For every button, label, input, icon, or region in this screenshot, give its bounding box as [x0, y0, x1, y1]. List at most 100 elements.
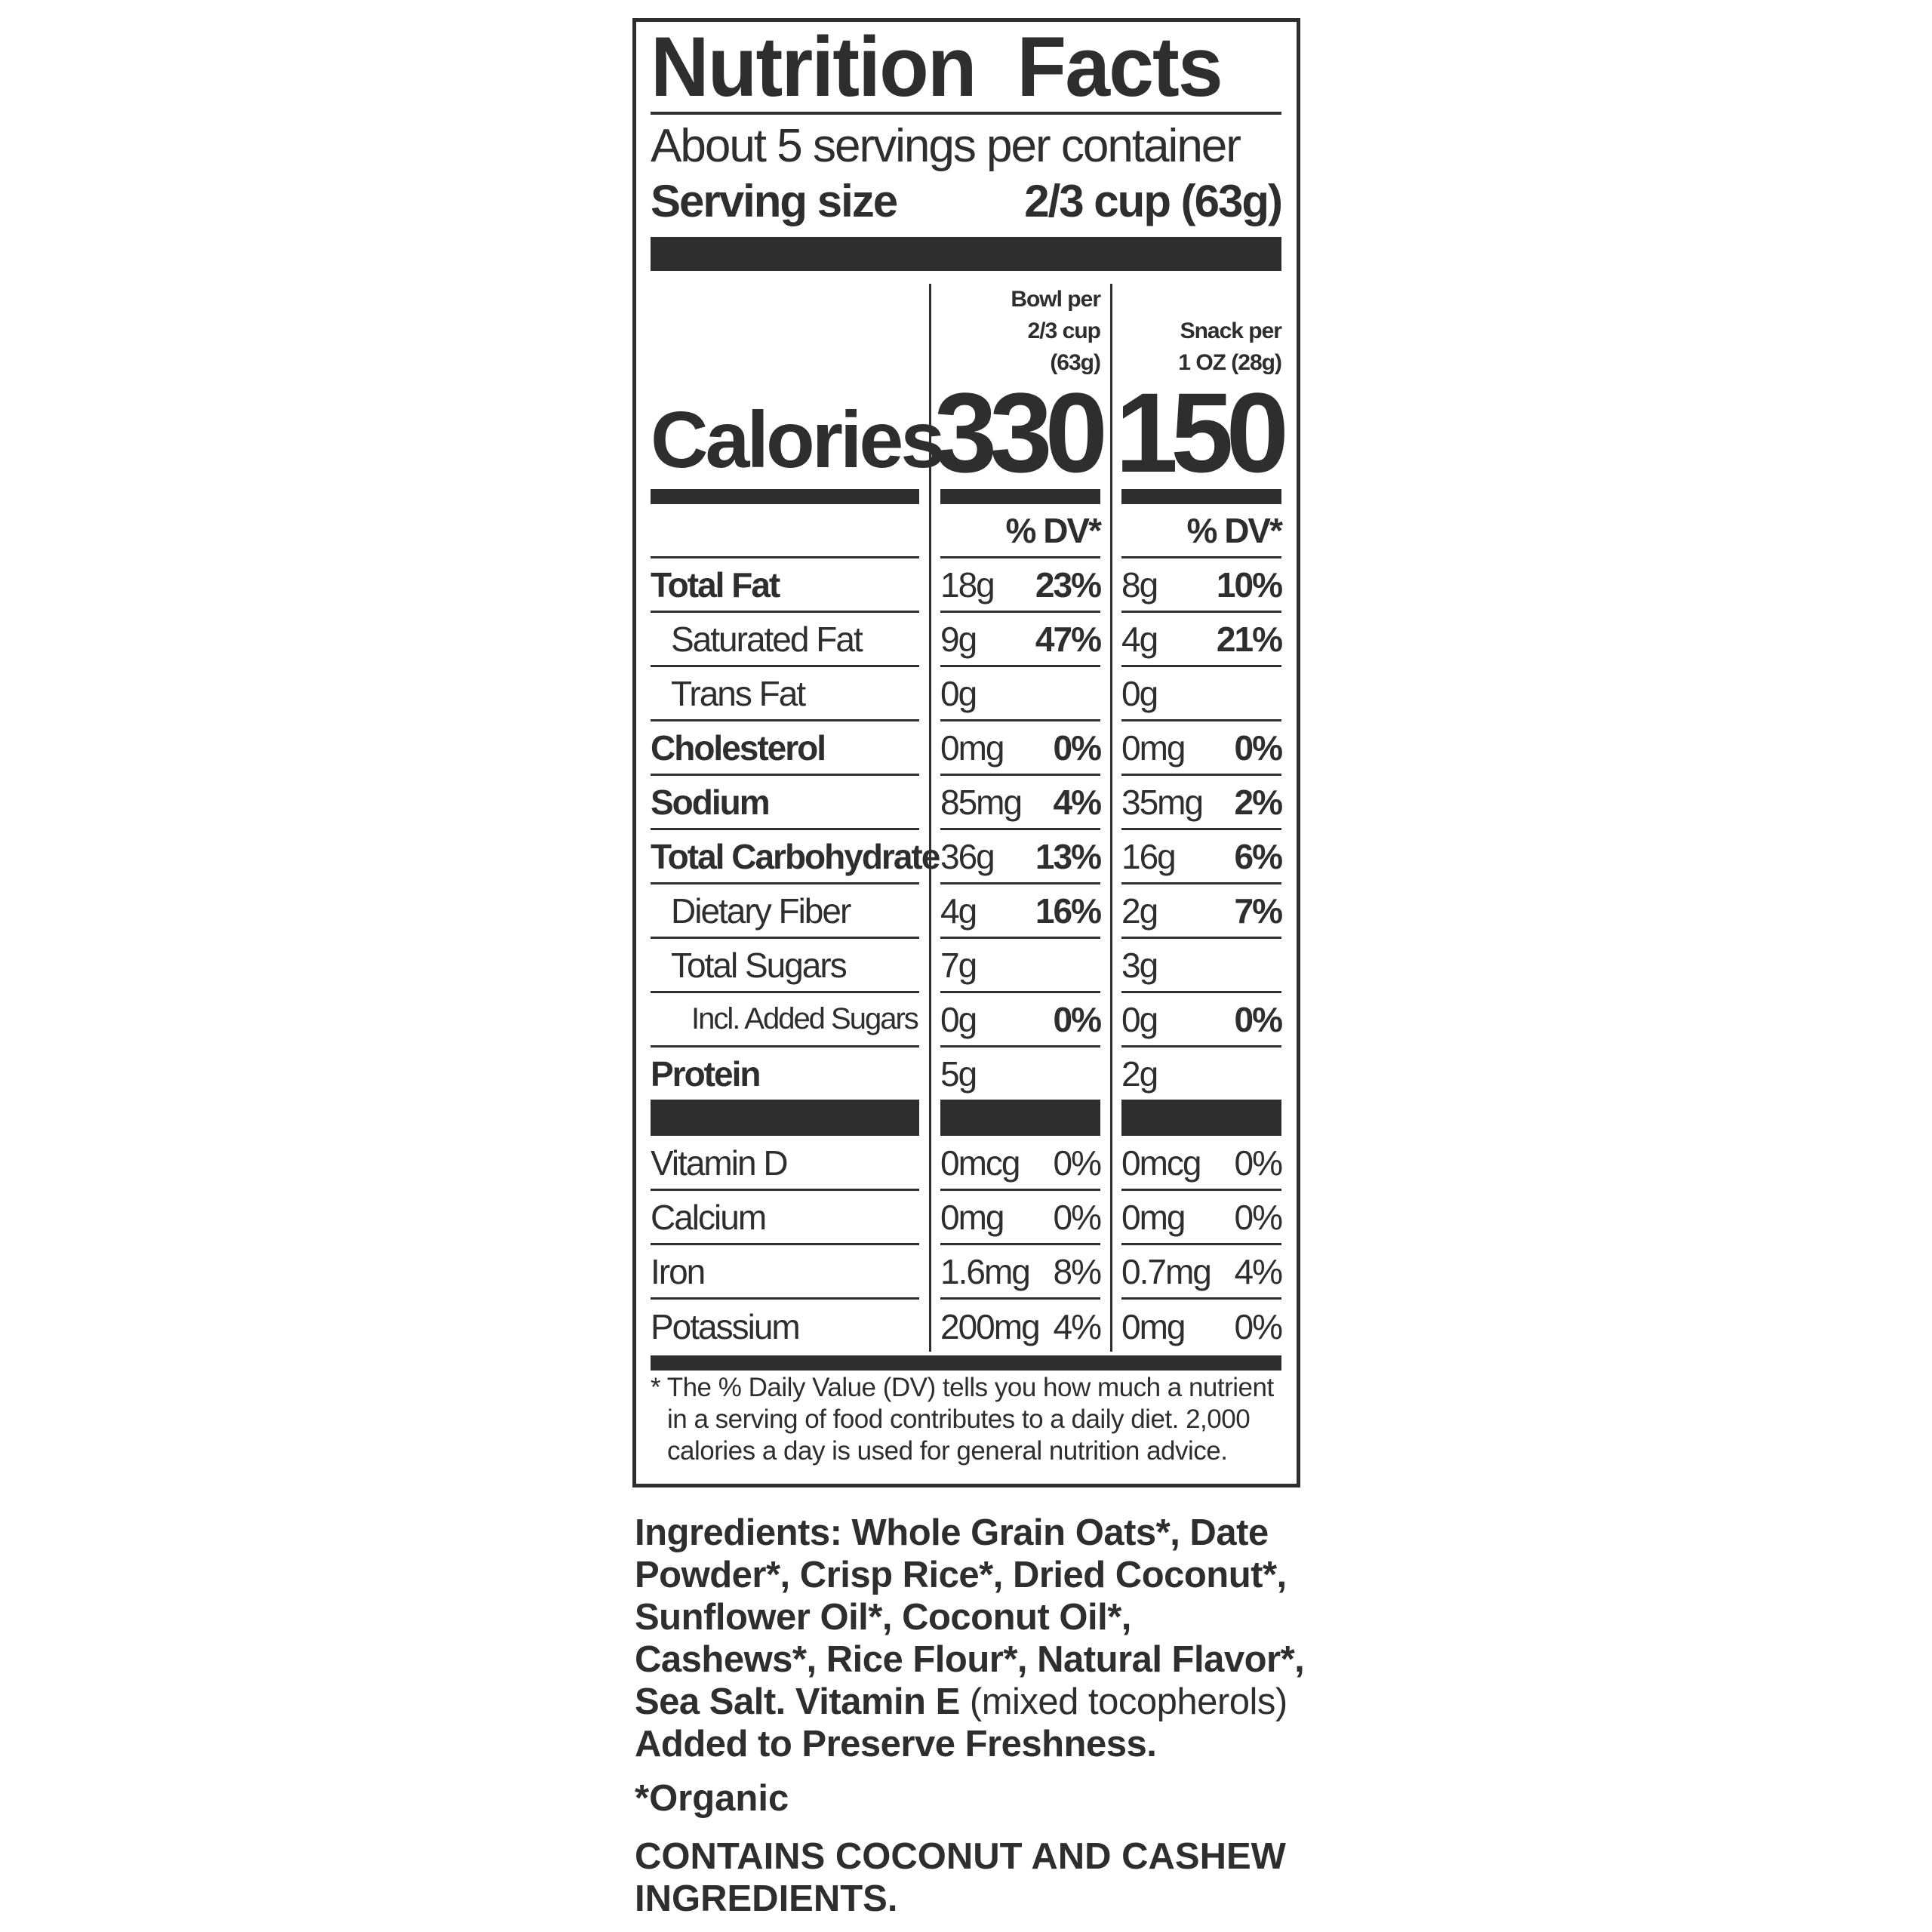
snack-amount: 0mg [1121, 1307, 1186, 1346]
bowl-amount: 4g [940, 891, 977, 931]
nutrient-row: Total Sugars 7g 3g [651, 939, 1281, 993]
bowl-dv: 23% [1035, 565, 1102, 605]
bowl-amount: 200mg [940, 1307, 1041, 1346]
snack-amount: 16g [1121, 836, 1177, 876]
header-line: 2/3 cup [1027, 318, 1101, 343]
column-divider [1110, 284, 1112, 1352]
bowl-dv: 8% [1053, 1251, 1103, 1291]
nutrient-name: Total Sugars [651, 939, 919, 993]
snack-dv: 10% [1216, 565, 1283, 605]
snack-amount: 3g [1121, 945, 1158, 985]
nutrient-row: Dietary Fiber 4g 16% 2g 7% [651, 884, 1283, 939]
ingredients-text: (mixed tocopherols) [959, 1681, 1287, 1722]
nutrient-row: Incl. Added Sugars 0g 0% 0g 0% [651, 993, 1284, 1048]
footnote-bar [651, 1355, 1281, 1371]
thick-bar [651, 1101, 919, 1136]
snack-amount: 8g [1121, 565, 1158, 605]
bowl-dv: 0% [1053, 1143, 1103, 1183]
bowl-calories: 330 [934, 369, 1108, 496]
nutrient-name: Calcium [651, 1191, 919, 1245]
nutrient-row: Vitamin D 0mcg 0% 0mcg 0% [651, 1137, 1284, 1191]
snack-dv: 0% [1234, 1307, 1284, 1346]
snack-dv: 2% [1234, 782, 1284, 822]
snack-amount: 0mg [1121, 728, 1186, 768]
snack-amount: 2g [1121, 891, 1158, 931]
ingredients-text: Added to Preserve Freshness. [635, 1724, 1157, 1764]
panel-title: Nutrition Facts [651, 20, 1223, 114]
snack-calories: 150 [1115, 369, 1289, 496]
ingredients: Ingredients: Whole Grain Oats*, Date Pow… [635, 1512, 1306, 1765]
nutrient-row: Iron 1.6mg 8% 0.7mg 4% [651, 1245, 1284, 1300]
dv-header: % DV* [1121, 504, 1283, 558]
bowl-amount: 9g [940, 619, 977, 659]
organic-note: *Organic [635, 1778, 789, 1819]
bowl-amount: 5g [940, 1054, 977, 1094]
bowl-amount: 85mg [940, 782, 1023, 822]
bowl-amount: 18g [940, 565, 995, 605]
snack-dv: 6% [1234, 836, 1284, 876]
nutrient-row: Saturated Fat 9g 47% 4g 21% [651, 613, 1283, 667]
thick-bar [940, 1101, 1100, 1136]
dv-header: % DV* [940, 504, 1102, 558]
nutrient-row: Potassium 200mg 4% 0mg 0% [651, 1300, 1284, 1354]
snack-amount: 0g [1121, 673, 1158, 713]
nutrient-name: Cholesterol [651, 721, 919, 776]
snack-amount: 0mg [1121, 1197, 1186, 1237]
footnote: * The % Daily Value (DV) tells you how m… [651, 1373, 1274, 1466]
allergen-statement: CONTAINS COCONUT AND CASHEW INGREDIENTS. [635, 1836, 1286, 1919]
bowl-amount: 0mg [940, 728, 1004, 768]
nutrient-row: Trans Fat 0g 0g [651, 667, 1281, 721]
snack-dv: 0% [1234, 1197, 1284, 1237]
calories-bar [1121, 489, 1281, 504]
bowl-amount: 0g [940, 999, 977, 1039]
header-line: 1 OZ (28g) [1178, 350, 1282, 375]
serving-size-value: 2/3 cup (63g) [1024, 176, 1283, 226]
snack-dv: 4% [1234, 1251, 1284, 1291]
nutrient-name: Incl. Added Sugars [651, 993, 919, 1048]
ingredients-text: Ingredients: Whole Grain Oats*, Date Pow… [635, 1512, 1305, 1722]
snack-amount: 2g [1121, 1054, 1158, 1094]
servings-per-container: About 5 servings per container [651, 120, 1241, 172]
nutrient-name: Total Fat [651, 558, 919, 613]
snack-amount: 35mg [1121, 782, 1204, 822]
bowl-column-header: Bowl per 2/3 cup (63g) [940, 284, 1101, 379]
snack-dv: 0% [1234, 999, 1284, 1039]
bowl-dv: 0% [1053, 728, 1103, 768]
bowl-amount: 1.6mg [940, 1251, 1031, 1291]
nutrient-name: Protein [651, 1048, 919, 1102]
column-divider [929, 284, 931, 1352]
nutrition-facts-panel [632, 18, 1300, 1487]
bowl-amount: 36g [940, 836, 995, 876]
nutrient-row: Sodium 85mg 4% 35mg 2% [651, 776, 1284, 830]
bowl-dv: 16% [1035, 891, 1102, 931]
snack-amount: 0mcg [1121, 1143, 1201, 1183]
nutrient-name: Total Carbohydrate [651, 830, 940, 884]
snack-amount: 0g [1121, 999, 1158, 1039]
nutrient-row: Cholesterol 0mg 0% 0mg 0% [651, 721, 1284, 776]
nutrient-name: Potassium [651, 1307, 801, 1346]
bowl-amount: 0mg [940, 1197, 1004, 1237]
serving-size: Serving size 2/3 cup (63g) [651, 175, 1283, 228]
serving-size-label: Serving size [651, 176, 898, 226]
calories-bar [940, 489, 1100, 504]
header-line: (63g) [1050, 350, 1101, 375]
snack-dv: 0% [1234, 1143, 1284, 1183]
bowl-amount: 0g [940, 673, 977, 713]
title-divider [651, 112, 1281, 115]
snack-dv: 0% [1234, 728, 1284, 768]
nutrient-row: Total Fat 18g 23% 8g 10% [651, 558, 1283, 613]
nutrient-name: Vitamin D [651, 1137, 919, 1191]
nutrient-name: Iron [651, 1245, 919, 1300]
snack-amount: 0.7mg [1121, 1251, 1212, 1291]
nutrient-row: Total Carbohydrate 36g 13% 16g 6% [651, 830, 1284, 884]
bowl-dv: 0% [1053, 999, 1103, 1039]
nutrient-name: Sodium [651, 776, 919, 830]
bowl-dv: 13% [1035, 836, 1102, 876]
bowl-amount: 0mcg [940, 1143, 1020, 1183]
nutrient-row: Protein 5g 2g [651, 1048, 1281, 1102]
calories-label: Calories [651, 395, 945, 485]
nutrient-row: Calcium 0mg 0% 0mg 0% [651, 1191, 1284, 1245]
thick-divider [651, 237, 1281, 271]
nutrient-name: Trans Fat [651, 667, 919, 721]
snack-amount: 4g [1121, 619, 1158, 659]
